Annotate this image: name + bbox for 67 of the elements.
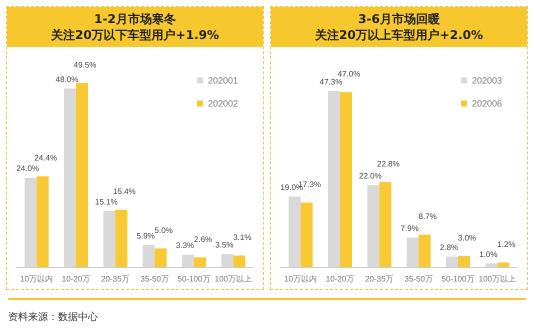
legend-label: 202002 bbox=[208, 98, 238, 108]
chart-subtitle: 关注20万以上车型用户+2.0% bbox=[314, 28, 484, 42]
bar bbox=[221, 254, 234, 267]
chart-title: 1-2月市场寒冬 bbox=[94, 12, 176, 26]
legend-label: 202006 bbox=[472, 98, 502, 108]
x-tick-label: 100万以上 bbox=[214, 274, 252, 284]
data-label: 3.0% bbox=[458, 233, 476, 242]
x-tick-label: 10万以内 bbox=[284, 274, 318, 284]
legend-label: 202003 bbox=[472, 76, 502, 86]
x-tick-label: 10-20万 bbox=[326, 274, 354, 284]
bar bbox=[446, 256, 458, 267]
data-label: 2.6% bbox=[194, 234, 212, 244]
data-label: 15.1% bbox=[94, 197, 118, 206]
bar bbox=[485, 263, 498, 267]
bar bbox=[182, 254, 194, 267]
data-label: 5.9% bbox=[136, 232, 155, 241]
bar bbox=[288, 196, 301, 267]
bar bbox=[300, 202, 313, 267]
x-tick-label: 20-35万 bbox=[101, 274, 130, 284]
bar bbox=[418, 234, 431, 267]
x-tick-label: 35-50万 bbox=[140, 274, 169, 284]
x-tick-label: 10-20万 bbox=[62, 274, 90, 284]
text: 资料来源：数据中心 bbox=[8, 298, 526, 324]
data-label: 8.7% bbox=[418, 212, 437, 222]
chart-title: 3-6月市场回暖 bbox=[358, 12, 440, 26]
bar bbox=[340, 92, 352, 267]
data-label: 47.3% bbox=[320, 78, 342, 87]
bar bbox=[406, 238, 419, 267]
data-label: 3.5% bbox=[215, 240, 234, 250]
bar bbox=[142, 245, 155, 267]
x-tick-label: 50-100万 bbox=[442, 274, 474, 284]
bar bbox=[36, 176, 49, 267]
bar bbox=[328, 91, 340, 267]
legend-label: 202001 bbox=[208, 76, 238, 86]
data-label: 7.9% bbox=[400, 224, 419, 234]
data-label: 47.0% bbox=[338, 70, 360, 79]
bar bbox=[497, 262, 510, 267]
chart-subtitle: 关注20万以下车型用户+1.9% bbox=[50, 28, 220, 42]
x-tick-label: 35-50万 bbox=[404, 274, 433, 284]
data-label: 24.0% bbox=[16, 164, 40, 174]
data-label: 48.0% bbox=[56, 74, 78, 84]
data-label: 3.3% bbox=[176, 241, 194, 250]
bar bbox=[367, 185, 380, 267]
bar bbox=[24, 178, 37, 267]
bar bbox=[233, 255, 246, 267]
bar bbox=[154, 248, 167, 267]
data-label: 22.8% bbox=[376, 160, 400, 169]
bar bbox=[379, 182, 392, 267]
data-label: 22.0% bbox=[358, 172, 382, 181]
bar bbox=[103, 210, 116, 267]
x-tick-label: 100万以上 bbox=[478, 274, 516, 284]
x-tick-label: 50-100万 bbox=[178, 274, 210, 284]
bar bbox=[194, 257, 206, 267]
data-label: 1.2% bbox=[497, 240, 516, 250]
bar bbox=[64, 88, 76, 267]
x-tick-label: 20-35万 bbox=[365, 274, 394, 284]
data-label: 15.4% bbox=[112, 187, 136, 196]
data-label: 2.8% bbox=[440, 243, 458, 252]
x-tick-label: 10万以内 bbox=[20, 274, 54, 284]
data-label: 49.5% bbox=[74, 60, 96, 70]
data-label: 5.0% bbox=[154, 226, 173, 235]
data-label: 24.4% bbox=[34, 154, 58, 163]
bar bbox=[115, 210, 128, 267]
data-label: 3.1% bbox=[233, 232, 252, 242]
bar bbox=[76, 82, 88, 267]
data-label: 1.0% bbox=[479, 250, 498, 259]
bar bbox=[458, 256, 470, 267]
